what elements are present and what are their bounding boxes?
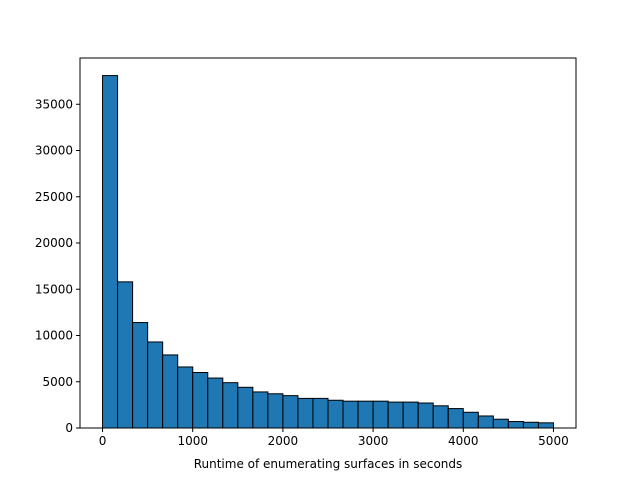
- y-tick-label: 25000: [35, 190, 73, 204]
- y-tick-label: 35000: [35, 97, 73, 111]
- histogram-bar: [162, 354, 179, 429]
- histogram-bar: [222, 382, 239, 429]
- histogram-bar: [357, 400, 374, 429]
- x-tick-label: 4000: [448, 434, 479, 448]
- histogram-bar: [447, 408, 464, 429]
- histogram-bar: [297, 397, 314, 429]
- y-tick-label: 10000: [35, 329, 73, 343]
- y-tick-label: 20000: [35, 236, 73, 250]
- histogram-bar: [132, 322, 149, 429]
- histogram-bar: [537, 422, 554, 429]
- histogram-bar: [342, 400, 359, 429]
- x-tick-label: 3000: [358, 434, 389, 448]
- histogram-bar: [312, 397, 329, 429]
- histogram-bar: [252, 391, 269, 429]
- histogram-bar: [507, 421, 524, 429]
- histogram-bar: [432, 405, 449, 429]
- histogram-bar: [267, 393, 284, 429]
- y-axis-ticks: 0 5000 10000 15000 20000 25000 30000 35000: [35, 97, 80, 435]
- x-tick-label: 5000: [538, 434, 569, 448]
- histogram-bar: [462, 411, 479, 429]
- x-axis-label: Runtime of enumerating surfaces in secon…: [194, 457, 463, 471]
- histogram-bar: [102, 75, 119, 429]
- histogram-bar: [492, 418, 509, 429]
- histogram-bar: [207, 377, 224, 429]
- histogram-bar: [177, 366, 194, 429]
- x-tick-label: 1000: [177, 434, 208, 448]
- y-tick-label: 5000: [42, 375, 73, 389]
- y-tick-label: 30000: [35, 144, 73, 158]
- histogram-bar: [192, 372, 209, 429]
- histogram-bar: [387, 401, 404, 429]
- y-tick-label: 0: [65, 421, 73, 435]
- histogram-bar: [147, 341, 164, 429]
- plot-frame: [79, 57, 577, 429]
- histogram-bar: [402, 401, 419, 429]
- x-tick-label: 2000: [268, 434, 299, 448]
- histogram-bar: [417, 402, 434, 429]
- histogram-bar: [117, 281, 134, 429]
- bars: [102, 75, 554, 429]
- y-tick-label: 15000: [35, 282, 73, 296]
- histogram-bar: [282, 395, 299, 429]
- histogram-bar: [237, 386, 254, 429]
- x-axis-ticks: 0 1000 2000 3000 4000 5000: [99, 428, 569, 448]
- x-tick-label: 0: [99, 434, 107, 448]
- histogram-bar: [477, 415, 494, 429]
- histogram-bar: [522, 421, 539, 429]
- histogram-bar: [327, 399, 344, 429]
- histogram-bar: [372, 400, 389, 429]
